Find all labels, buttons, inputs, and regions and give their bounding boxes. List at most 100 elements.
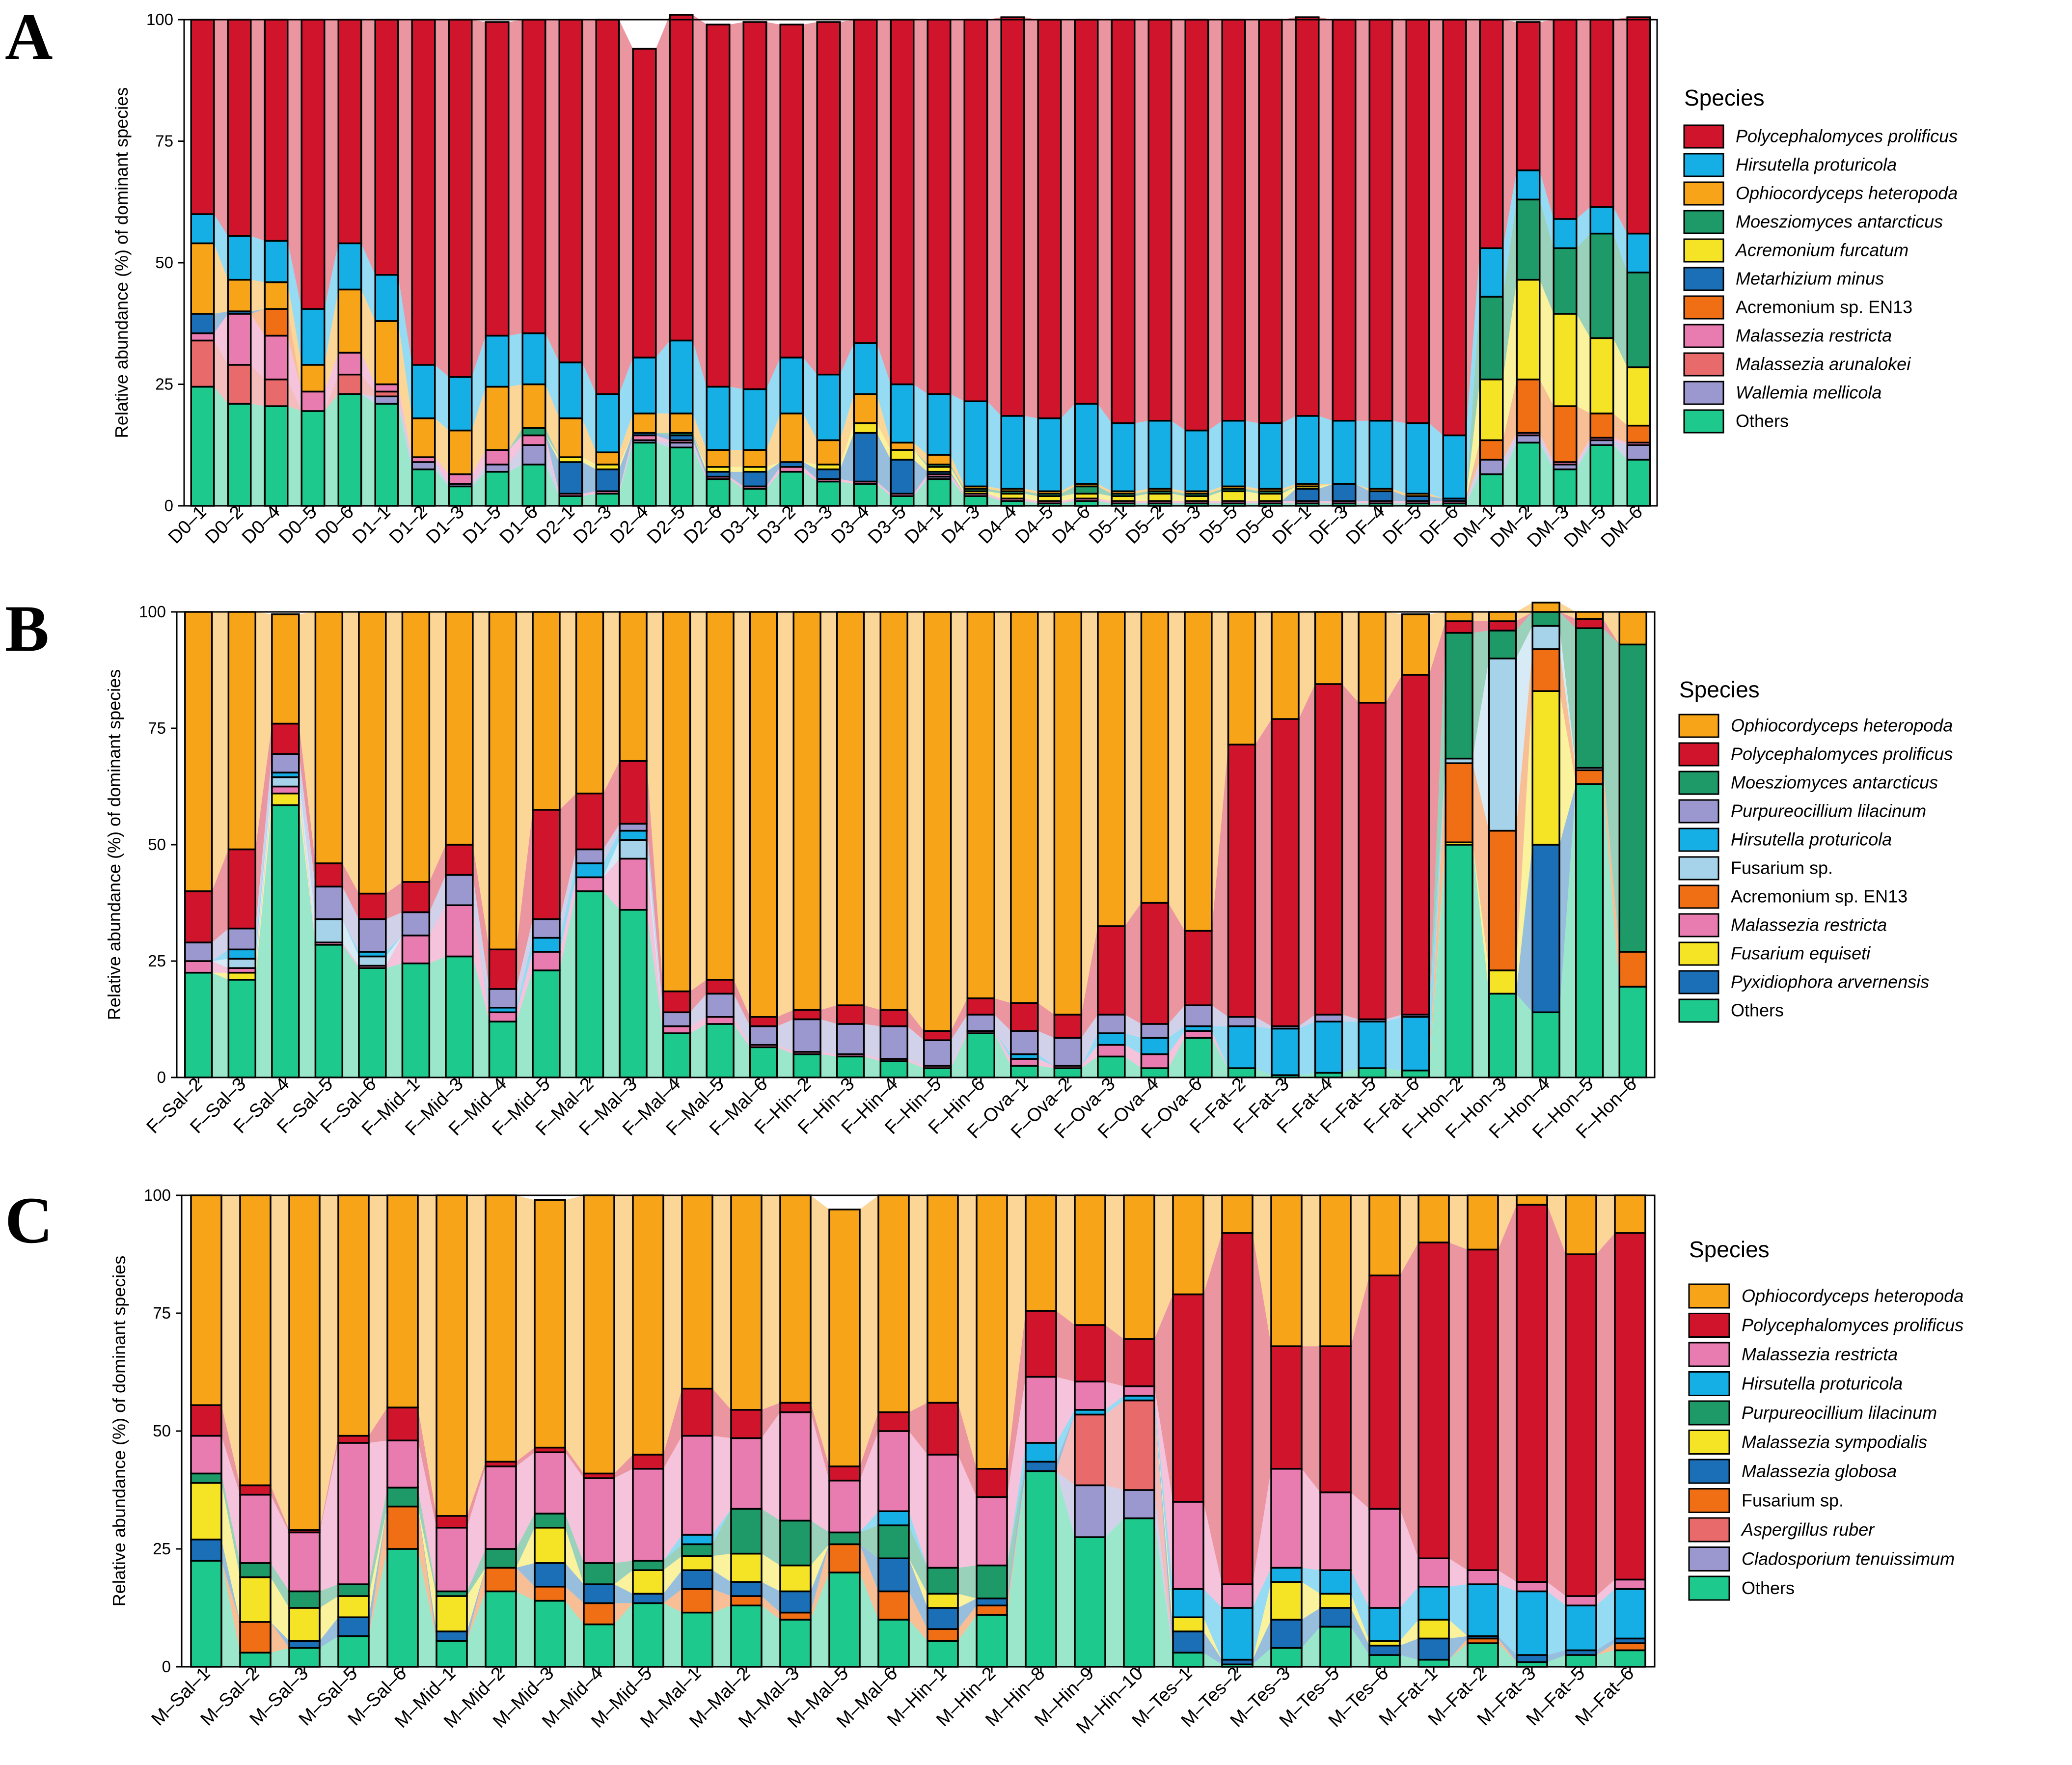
panel-a-flow-hirsutella-proturicola-19 (876, 343, 891, 443)
panel-b-flow-ophiocordyceps-heteropoda-25 (1255, 612, 1272, 745)
panel-b-flow-polycephalomyces-prolificus-5 (385, 882, 403, 919)
panel-c-bar-m-tes-3-hirsutella-proturicola (1270, 1567, 1303, 1583)
panel-c-flow-malassezia-restricta-4 (369, 1440, 387, 1584)
panel-a-bar-d0-2-others (227, 403, 252, 507)
panel-a-bar-d5-6-polycephalomyces-prolificus (1258, 19, 1283, 424)
panel-b-flow-polycephalomyces-prolificus-13 (734, 979, 750, 1026)
panel-b-flow-fusarium-sp-5 (385, 935, 403, 966)
panel-c-flow-others-21 (1203, 1653, 1222, 1667)
panel-c-flow-malassezia-sympodialis-23 (1302, 1582, 1320, 1620)
panel-c-bar-m-mid-5-malassezia-restricta (632, 1468, 664, 1562)
panel-b-flow-others-21 (1081, 1056, 1098, 1077)
panel-b-bar-f-hon-4-others (1531, 1011, 1560, 1078)
panel-a-flow-ophiocordyceps-heteropoda-14 (692, 413, 707, 467)
panel-a-flow-hirsutella-proturicola-18 (840, 343, 854, 441)
panel-b-bar-f-fat-4-hirsutella-proturicola (1314, 1020, 1343, 1074)
panel-b-legend-swatch-others (1678, 998, 1719, 1023)
panel-c-flow-purpureocillium-lilacinum-4 (369, 1488, 387, 1596)
panel-c-bar-m-sal-5-malassezia-restricta (337, 1442, 370, 1585)
panel-b-flow-fusarium-equiseti-32 (1559, 691, 1576, 845)
panel-a-bar-d2-1-hirsutella-proturicola (558, 361, 583, 419)
panel-a-flow-moesziomyces-antarcticus-27 (1171, 491, 1186, 496)
panel-b-flow-purpureocillium-lilacinum-17 (907, 1026, 924, 1066)
panel-a-flow-malassezia-arunalokei-5 (361, 374, 376, 397)
panel-b-flow-malassezia-restricta-14 (777, 1045, 794, 1054)
panel-b-bar-f-mid-4-polycephalomyces-prolificus (488, 948, 518, 990)
panel-a-flow-acremonium-furcatum-12 (619, 433, 633, 469)
panel-a-bar-d4-4-hirsutella-proturicola (1000, 415, 1025, 490)
panel-a-flow-acremonium-furcatum-24 (1061, 494, 1075, 501)
panel-a-bar-d4-6-hirsutella-proturicola (1074, 403, 1099, 485)
panel-b-flow-polycephalomyces-prolificus-21 (1081, 926, 1098, 1038)
panel-c-flow-polycephalomyces-prolificus-5 (418, 1407, 436, 1528)
panel-a-flow-polycephalomyces-prolificus-37 (1539, 20, 1554, 219)
panel-c-bar-m-mal-6-fusarium-sp (877, 1590, 910, 1621)
panel-a-bar-d0-2-malassezia-restricta (227, 313, 252, 366)
panel-b-bar-f-mal-4-malassezia-restricta (662, 1025, 691, 1034)
panel-b-bar-f-mid-5-ophiocordyceps-heteropoda (532, 611, 561, 811)
panel-c-flow-malassezia-restricta-6 (467, 1466, 486, 1592)
panel-c-bar-m-sal-5-polycephalomyces-prolificus (337, 1434, 370, 1444)
panel-b-flow-purpureocillium-lilacinum-8 (516, 919, 533, 1008)
panel-c-bar-m-fat-2-ophiocordyceps-heteropoda (1467, 1194, 1499, 1251)
panel-a-bar-d1-5-hirsutella-proturicola (485, 334, 510, 388)
panel-a-flow-acremonium-furcatum-22 (987, 491, 1002, 499)
panel-c-legend-label-malassezia-restricta: Malassezia restricta (1742, 1344, 1898, 1364)
panel-a-bar-d3-5-acremonium-furcatum (890, 449, 915, 461)
panel-c-bar-m-sal-3-malassezia-sympodialis (288, 1607, 321, 1642)
panel-c-flow-purpureocillium-lilacinum-11 (712, 1509, 731, 1556)
panel-a-flow-hirsutella-proturicola-1 (214, 214, 228, 280)
panel-b-bar-f-hon-4-acremonium-sp-en13 (1531, 648, 1560, 692)
panel-c-flow-malassezia-sympodialis-13 (811, 1544, 829, 1592)
panel-a-flow-others-13 (655, 442, 670, 506)
panel-c-flow-purpureocillium-lilacinum-6 (467, 1549, 486, 1596)
panel-c-bar-m-mid-3-ophiocordyceps-heteropoda (534, 1199, 566, 1449)
panel-b-flow-malassezia-restricta-18 (951, 1031, 968, 1069)
panel-a-flow-others-1 (214, 386, 228, 506)
panel-b-bar-f-hin-6-ophiocordyceps-heteropoda (966, 611, 995, 999)
panel-b-bar-f-mal-2-ophiocordyceps-heteropoda (575, 611, 604, 795)
panel-b-bar-f-mal-4-others (662, 1032, 691, 1078)
panel-a-bar-d2-3-polycephalomyces-prolificus (595, 19, 620, 395)
panel-b-bar-f-hon-3-fusarium-sp (1488, 658, 1517, 832)
panel-b-flow-purpureocillium-lilacinum-6 (429, 875, 446, 936)
panel-b-flow-pyxidiophora-arvernensis-31 (1516, 845, 1533, 1013)
panel-b-flow-hirsutella-proturicola-28 (1386, 1017, 1402, 1071)
panel-a-flow-wallemia-mellicola-20 (913, 476, 928, 496)
panel-b-flow-others-10 (603, 891, 620, 1077)
panel-a-flow-metarhizium-minus-33 (1392, 491, 1407, 501)
panel-a-flow-acremonium-furcatum-35 (1466, 379, 1480, 499)
panel-b-legend-swatch-polycephalomyces-prolificus (1678, 742, 1719, 767)
panel-a-flow-malassezia-restricta-39 (1613, 438, 1628, 445)
panel-a-bar-d2-6-ophiocordyceps-heteropoda (706, 449, 731, 468)
panel-b-flow-purpureocillium-lilacinum-10 (603, 824, 620, 863)
panel-b-legend-label-purpureocillium-lilacinum: Purpureocillium lilacinum (1731, 801, 1926, 821)
panel-b-bar-f-ova-1-polycephalomyces-prolificus (1010, 1002, 1039, 1032)
panel-c-bar-m-mal-5-others (828, 1572, 861, 1668)
panel-b-bar-f-sal-2-ophiocordyceps-heteropoda (184, 611, 213, 892)
panel-a-flow-ophiocordyceps-heteropoda-1 (214, 243, 228, 314)
panel-c-bar-m-mal-2-malassezia-restricta (730, 1437, 763, 1510)
panel-b-flow-polycephalomyces-prolificus-18 (951, 998, 968, 1041)
panel-a-legend-label-metarhizium-minus: Metarhizium minus (1736, 269, 1884, 289)
panel-b-flow-others-26 (1298, 1073, 1315, 1077)
panel-a-flow-acremonium-sp-en13-37 (1539, 379, 1554, 462)
panel-a-bar-d0-1-polycephalomyces-prolificus (190, 19, 215, 215)
panel-a-flow-acremonium-sp-en13-36 (1502, 379, 1517, 460)
panel-b-bar-f-hon-2-moesziomyces-antarcticus (1445, 632, 1473, 760)
panel-b-flow-ophiocordyceps-heteropoda-7 (472, 612, 490, 950)
panel-c-flow-polycephalomyces-prolificus-18 (1056, 1311, 1075, 1382)
panel-c-legend-swatch-cladosporium-tenuissimum (1688, 1546, 1730, 1572)
panel-c-bar-m-hin-10-polycephalomyces-prolificus (1123, 1338, 1155, 1387)
panel-b-bar-f-mid-1-purpureocillium-lilacinum (401, 911, 431, 937)
panel-c-bar-m-mal-1-malassezia-globosa (681, 1569, 713, 1590)
panel-b-bar-f-mid-1-polycephalomyces-prolificus (401, 881, 431, 913)
panel-a-xtick-label-dm-5: DM–5 (1560, 502, 1609, 552)
panel-b-bar-f-mal-3-purpureocillium-lilacinum (619, 823, 648, 832)
panel-a-bar-dm-6-acremonium-sp-en13 (1626, 424, 1651, 444)
panel-c-bar-m-mid-2-malassezia-restricta (485, 1465, 517, 1550)
panel-b-legend-label-fusarium-equiseti: Fusarium equiseti (1731, 943, 1871, 964)
panel-c-bar-m-hin-2-malassezia-globosa (976, 1598, 1008, 1606)
panel-a-bar-d3-1-polycephalomyces-prolificus (742, 21, 767, 390)
panel-c-bar-m-mal-2-others (730, 1604, 763, 1668)
